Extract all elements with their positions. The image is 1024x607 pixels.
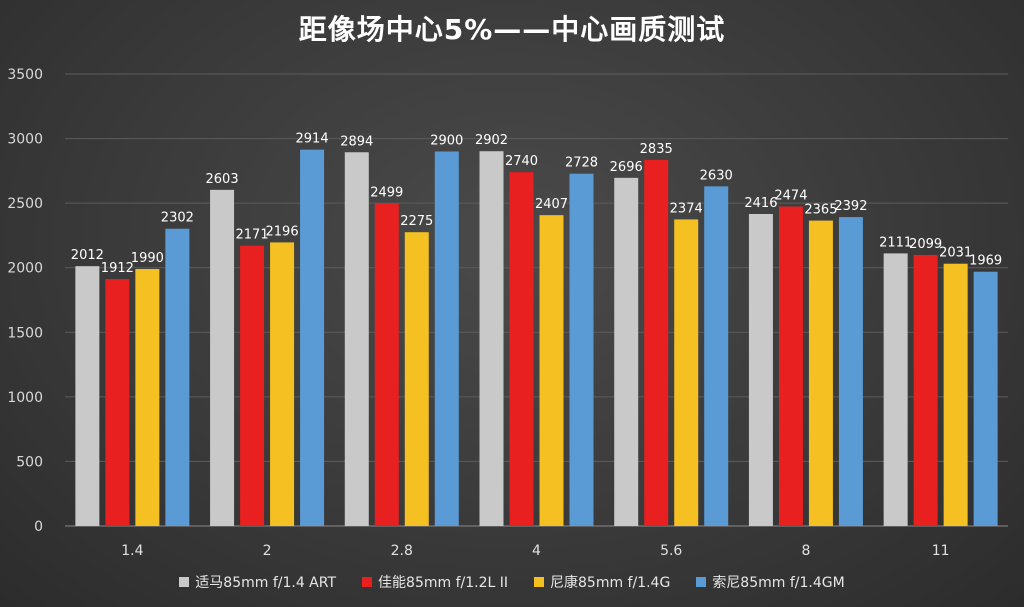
data-label: 2196 [266,224,299,239]
data-label: 2630 [700,168,733,183]
data-label: 2740 [505,154,538,169]
data-label: 2374 [670,201,703,216]
bar [704,186,729,526]
x-tick-label: 1.4 [121,543,143,559]
data-label: 2914 [296,132,329,147]
bar [674,219,699,526]
bar [135,269,160,526]
bar [838,217,863,527]
bar [808,220,833,526]
data-label: 2835 [640,142,673,157]
data-label: 2416 [744,196,777,211]
bar [883,253,908,526]
x-tick-label: 4 [532,543,541,559]
bar [165,228,190,527]
data-label: 2392 [834,199,867,214]
data-label: 2728 [565,156,598,171]
data-label: 1990 [131,251,164,266]
legend-item-canon: 佳能85mm f/1.2L II [362,572,508,592]
legend-item-sigma: 适马85mm f/1.4 ART [179,572,336,592]
bar [210,189,235,527]
y-tick-label: 3500 [7,67,43,83]
y-tick-label: 1000 [7,390,43,406]
legend-label-nikon: 尼康85mm f/1.4G [550,575,671,591]
chart-legend: 适马85mm f/1.4 ART 佳能85mm f/1.2L II 尼康85mm… [0,572,1024,592]
data-label: 2099 [909,237,942,252]
x-tick-label: 2.8 [391,543,413,559]
legend-item-nikon: 尼康85mm f/1.4G [534,572,670,592]
data-label: 1912 [101,261,134,276]
bar [404,232,429,526]
bar [509,172,534,527]
bar [270,242,295,526]
data-label: 2696 [610,160,643,175]
bar [240,245,265,526]
data-label: 2474 [774,189,807,204]
data-label: 2499 [370,185,403,200]
bar [569,173,594,526]
bar [434,151,459,526]
data-label: 2031 [939,246,972,261]
bar [778,206,803,527]
bar [344,152,369,527]
data-label: 2302 [161,211,194,226]
y-tick-label: 2500 [7,196,43,212]
data-label: 2407 [535,197,568,212]
data-label: 2171 [236,228,269,243]
y-tick-label: 3000 [7,132,43,148]
data-label: 2111 [879,235,912,250]
bar [75,266,100,526]
bar [479,151,504,527]
data-label: 2894 [340,134,373,149]
bar [748,213,773,527]
data-label: 2365 [804,203,837,218]
y-tick-label: 500 [16,454,43,470]
data-label: 2900 [430,133,463,148]
bar [913,254,938,526]
bar [374,203,399,526]
y-tick-label: 0 [34,519,43,535]
bar [973,271,998,526]
legend-label-canon: 佳能85mm f/1.2L II [378,575,508,591]
bar [614,177,639,526]
legend-swatch-canon [362,577,373,587]
bar [539,215,564,526]
data-label: 2603 [206,172,239,187]
x-tick-label: 5.6 [660,543,682,559]
legend-swatch-sony [696,577,707,587]
bar [300,149,325,526]
legend-item-sony: 索尼85mm f/1.4GM [696,572,845,592]
x-tick-label: 2 [263,543,272,559]
y-tick-label: 1500 [7,325,43,341]
x-tick-label: 8 [801,543,810,559]
legend-swatch-nikon [534,577,544,587]
data-label: 2275 [400,214,433,229]
y-tick-label: 2000 [7,261,43,277]
legend-swatch-sigma [179,577,190,587]
chart-title: 距像场中心5%——中心画质测试 [298,13,726,46]
legend-label-sigma: 适马85mm f/1.4 ART [195,575,337,591]
data-label: 2902 [475,133,508,148]
legend-label-sony: 索尼85mm f/1.4GM [712,575,845,591]
x-tick-label: 11 [932,543,950,559]
bar [644,159,669,526]
data-label: 1969 [969,254,1002,269]
bar [943,263,968,526]
bar [105,279,130,526]
data-label: 2012 [71,248,104,263]
